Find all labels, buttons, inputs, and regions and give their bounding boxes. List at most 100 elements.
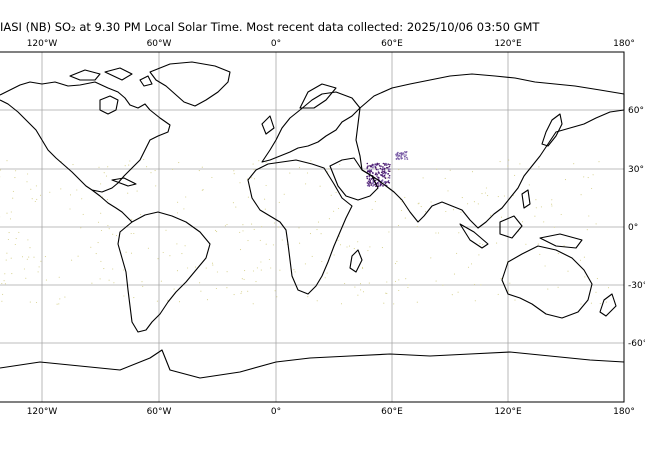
so2-noise-point	[456, 252, 458, 254]
so2-noise-point	[327, 171, 329, 173]
so2-noise-point	[33, 256, 35, 258]
so2-noise-point	[226, 271, 228, 273]
so2-noise-point	[451, 294, 453, 296]
so2-hotspot-point	[384, 180, 386, 183]
so2-noise-point	[136, 190, 138, 192]
so2-noise-point	[265, 243, 267, 245]
so2-noise-point	[394, 263, 397, 265]
so2-noise-point	[398, 169, 400, 171]
coast-central-america	[91, 189, 133, 223]
so2-noise-point	[80, 227, 82, 229]
so2-noise-point	[103, 172, 105, 174]
so2-noise-point	[45, 279, 47, 281]
so2-noise-point	[76, 189, 78, 191]
so2-noise-point	[176, 243, 178, 245]
so2-noise-point	[386, 281, 388, 283]
so2-noise-point	[239, 249, 242, 251]
so2-noise-point	[115, 235, 118, 237]
coast-britain	[261, 115, 275, 135]
so2-noise-point	[253, 228, 255, 230]
so2-noise-point	[333, 210, 335, 212]
so2-noise-point	[23, 268, 25, 270]
so2-hotspot-point	[382, 167, 384, 170]
so2-noise-point	[503, 195, 505, 197]
so2-hotspot-point	[395, 153, 397, 156]
so2-noise-point	[105, 175, 108, 177]
so2-noise-point	[430, 257, 432, 259]
bottom-tick-120w: 120°W	[27, 407, 58, 417]
so2-noise-point	[590, 302, 592, 304]
so2-noise-point	[226, 287, 228, 289]
so2-noise-point	[353, 248, 355, 250]
coast-madagascar	[349, 249, 363, 273]
so2-noise-point	[198, 170, 200, 172]
so2-noise-point	[183, 208, 185, 210]
so2-noise-point	[551, 199, 553, 201]
so2-noise-point	[239, 231, 241, 233]
so2-noise-point	[586, 229, 588, 231]
so2-noise-point	[224, 225, 226, 227]
so2-hotspot-point	[375, 172, 377, 174]
so2-noise-point	[11, 273, 13, 275]
so2-hotspot-point	[385, 164, 388, 167]
so2-noise-point	[264, 198, 266, 200]
so2-noise-point	[6, 252, 8, 254]
so2-hotspot-point	[382, 171, 384, 173]
coast-north-america	[0, 81, 171, 193]
so2-noise-point	[167, 299, 169, 301]
so2-hotspot-point	[400, 157, 402, 159]
so2-hotspot-point	[383, 170, 386, 172]
so2-noise-point	[58, 276, 60, 278]
so2-noise-point	[407, 286, 409, 289]
so2-hotspot-point	[384, 182, 387, 185]
so2-noise-point	[100, 229, 103, 232]
so2-noise-point	[348, 245, 351, 247]
so2-noise-point	[514, 174, 516, 176]
so2-noise-point	[317, 221, 320, 223]
so2-noise-point	[261, 226, 263, 228]
so2-noise-point	[444, 177, 446, 179]
so2-noise-point	[481, 193, 483, 195]
so2-hotspot-point	[369, 165, 372, 168]
so2-noise-point	[34, 200, 36, 203]
so2-noise-point	[127, 192, 129, 194]
coast-scandinavia	[299, 83, 337, 109]
so2-hotspot-point	[387, 173, 390, 175]
so2-hotspot-point	[405, 154, 407, 156]
so2-noise-point	[82, 213, 84, 215]
so2-noise-point	[107, 166, 109, 168]
so2-noise-point	[299, 167, 301, 169]
so2-noise-point	[281, 239, 283, 241]
so2-noise-point	[424, 211, 427, 213]
so2-noise-point	[407, 284, 409, 286]
coast-africa	[247, 159, 353, 295]
so2-hotspot-point	[389, 168, 391, 170]
so2-noise-point	[130, 232, 132, 235]
so2-noise-point	[405, 278, 407, 280]
so2-hotspot-point	[385, 162, 387, 165]
so2-noise-point	[420, 206, 422, 208]
coast-antarctica	[0, 349, 625, 379]
so2-noise-point	[321, 260, 323, 263]
so2-noise-point	[69, 194, 72, 196]
so2-noise-point	[201, 166, 203, 168]
so2-noise-point	[44, 256, 46, 258]
so2-noise-point	[362, 267, 364, 269]
so2-noise-point	[265, 184, 267, 187]
so2-noise-point	[534, 215, 536, 217]
so2-hotspot-point	[380, 165, 382, 167]
so2-noise-point	[567, 270, 569, 272]
so2-noise-point	[25, 277, 27, 279]
so2-noise-point	[340, 303, 343, 305]
so2-hotspot-point	[398, 158, 400, 161]
so2-hotspot-point	[370, 184, 373, 186]
so2-noise-point	[154, 170, 156, 172]
map-title: IASI (NB) SO₂ at 9.30 PM Local Solar Tim…	[0, 20, 540, 34]
so2-noise-point	[460, 211, 462, 213]
bottom-tick-0: 0°	[271, 407, 281, 417]
so2-noise-point	[3, 280, 5, 282]
so2-noise-point	[100, 212, 102, 214]
map-frame	[0, 51, 625, 403]
so2-noise-point	[507, 165, 509, 167]
so2-noise-point	[64, 296, 66, 298]
